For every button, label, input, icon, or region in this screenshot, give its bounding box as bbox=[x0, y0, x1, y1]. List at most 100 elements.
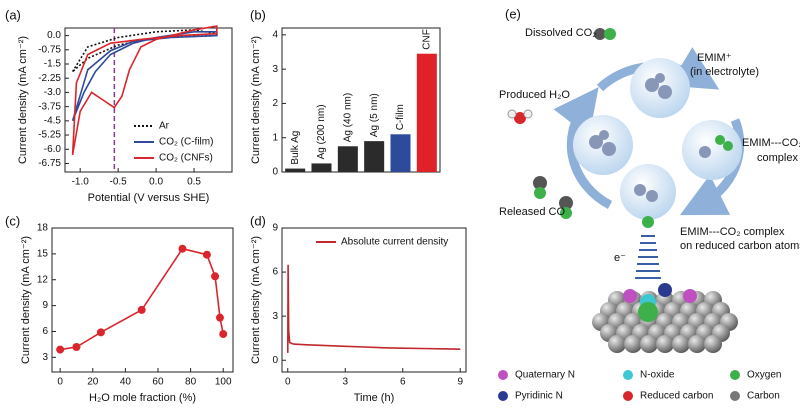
co2-molecule bbox=[594, 28, 733, 228]
x-tick-label: 0 bbox=[57, 377, 63, 388]
y-tick-label: 9 bbox=[42, 300, 48, 311]
diagram-label: e⁻ bbox=[614, 252, 626, 264]
diagram-label: EMIM---CO₂ bbox=[742, 137, 800, 149]
x-axis-label: H₂O mole fraction (%) bbox=[89, 392, 196, 404]
x-tick-label: 3 bbox=[342, 377, 348, 388]
x-tick-label: 6 bbox=[400, 377, 406, 388]
x-tick-label: 20 bbox=[87, 377, 99, 388]
y-tick-label: -6.75 bbox=[38, 158, 61, 169]
bar bbox=[364, 141, 385, 172]
diagram-label: (in electrolyte) bbox=[690, 66, 759, 78]
y-axis-label: Current density (mA cm⁻²) bbox=[250, 36, 262, 164]
legend-swatch bbox=[730, 391, 740, 401]
diagram-label: Released CO bbox=[499, 206, 565, 218]
water-molecule bbox=[507, 109, 533, 124]
legend-label: CO₂ (CNFs) bbox=[159, 153, 213, 164]
data-point bbox=[202, 250, 211, 259]
diagram-label: complex bbox=[757, 152, 798, 164]
complex-bubble bbox=[682, 120, 742, 180]
legend-label: Carbon bbox=[747, 391, 780, 402]
y-tick-label: 3 bbox=[272, 311, 278, 322]
y-tick-label: -5.25 bbox=[38, 130, 61, 141]
diagram-label: EMIM⁺ bbox=[697, 52, 732, 64]
series-line bbox=[60, 247, 224, 351]
diagram-label: Dissolved CO₂ bbox=[525, 27, 597, 39]
y-tick-label: -3.75 bbox=[38, 101, 61, 112]
diagram-label: EMIM---CO₂ complex bbox=[680, 226, 785, 238]
y-tick-label: 18 bbox=[37, 223, 49, 234]
atom bbox=[658, 283, 672, 297]
co-molecule bbox=[533, 176, 573, 219]
mechanism-diagram: (e) Dissolved CO₂ bbox=[499, 6, 800, 353]
legend-label: Ar bbox=[159, 121, 170, 132]
category-label: C-film bbox=[395, 104, 406, 130]
legend-label: N-oxide bbox=[640, 370, 675, 381]
atom bbox=[683, 289, 697, 303]
x-tick-label: 100 bbox=[215, 377, 232, 388]
y-tick-label: 0.0 bbox=[47, 30, 61, 41]
legend-label: Quaternary N bbox=[515, 370, 575, 381]
legend-swatch bbox=[730, 370, 740, 380]
carbon-atom bbox=[704, 335, 722, 353]
carbon-surface bbox=[592, 283, 738, 353]
legend-swatch bbox=[498, 391, 508, 401]
panel-label: (a) bbox=[5, 7, 21, 22]
panel-label: (c) bbox=[5, 213, 20, 228]
legend-label: Reduced carbon bbox=[640, 391, 713, 402]
x-axis-label: Time (h) bbox=[354, 392, 395, 404]
x-tick-label: 0 bbox=[285, 377, 291, 388]
carbon-atom bbox=[640, 335, 658, 353]
series-line bbox=[287, 264, 461, 353]
y-tick-label: -4.5 bbox=[44, 115, 62, 126]
y-tick-label: -2.25 bbox=[38, 73, 61, 84]
emim-molecule bbox=[589, 73, 711, 202]
legend-swatch bbox=[498, 370, 508, 380]
x-tick-label: 80 bbox=[185, 377, 197, 388]
data-point bbox=[72, 342, 81, 351]
y-tick-label: 1 bbox=[272, 132, 278, 143]
series-line bbox=[71, 25, 218, 156]
data-point bbox=[56, 345, 65, 354]
plot-frame bbox=[51, 227, 234, 373]
legend-label: Absolute current density bbox=[341, 237, 448, 248]
bar bbox=[390, 134, 411, 172]
series-line bbox=[71, 31, 218, 122]
y-tick-label: 6 bbox=[272, 267, 278, 278]
category-label: Ag (40 nm) bbox=[342, 93, 353, 142]
carbon-atom bbox=[624, 335, 642, 353]
y-tick-label: -3.0 bbox=[44, 87, 62, 98]
legend-swatch bbox=[623, 391, 633, 401]
bar bbox=[285, 168, 306, 172]
y-axis-label: Current density (mA cm⁻²) bbox=[20, 236, 32, 364]
x-tick-label: 0.0 bbox=[149, 177, 163, 188]
y-tick-label: 3 bbox=[272, 64, 278, 75]
category-label: Ag (200 nm) bbox=[316, 104, 327, 159]
x-axis-label: Potential (V versus SHE) bbox=[88, 192, 210, 204]
carbon-atom bbox=[656, 335, 674, 353]
x-tick-label: 0.5 bbox=[187, 177, 201, 188]
atom bbox=[638, 302, 658, 322]
y-tick-label: 12 bbox=[37, 274, 49, 285]
plot-frame bbox=[281, 227, 467, 373]
diagram-label: on reduced carbon atoms bbox=[680, 240, 800, 252]
x-tick-label: 40 bbox=[120, 377, 132, 388]
diagram-label: Produced H₂O bbox=[499, 89, 570, 101]
x-tick-label: -1.0 bbox=[72, 177, 90, 188]
panel-label: (b) bbox=[250, 7, 266, 22]
category-label: Bulk Ag bbox=[290, 131, 301, 165]
y-tick-label: 3 bbox=[42, 352, 48, 363]
legend-swatch bbox=[623, 370, 633, 380]
y-tick-label: 4 bbox=[272, 29, 278, 40]
data-point bbox=[211, 272, 220, 281]
atom bbox=[623, 289, 637, 303]
y-tick-label: -1.5 bbox=[44, 59, 62, 70]
cycle-arrow bbox=[553, 87, 613, 209]
data-point bbox=[215, 313, 224, 322]
carbon-atom bbox=[672, 335, 690, 353]
category-label: CNF bbox=[421, 29, 432, 50]
y-axis-label: Current density (mA cm⁻²) bbox=[250, 236, 262, 364]
data-point bbox=[137, 305, 146, 314]
legend-label: CO₂ (C-film) bbox=[159, 137, 213, 148]
category-label: Ag (5 nm) bbox=[369, 93, 380, 137]
x-tick-label: -0.5 bbox=[110, 177, 128, 188]
